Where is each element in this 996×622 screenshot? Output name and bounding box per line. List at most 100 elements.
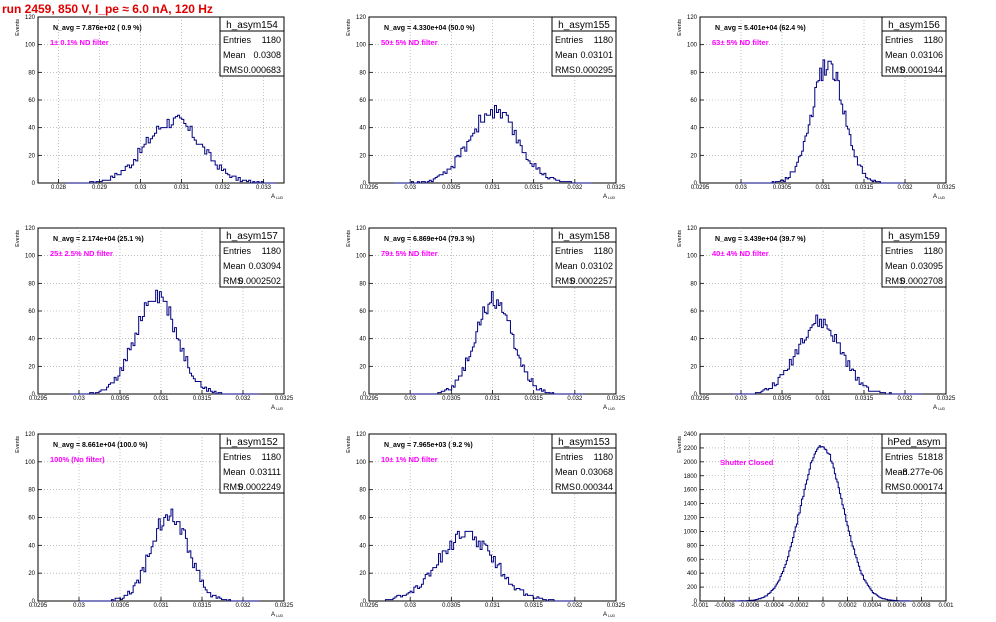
y-tick-label: 80 bbox=[359, 488, 366, 494]
stats-title: h_asym152 bbox=[226, 437, 278, 448]
stats-value-rms: 0.000174 bbox=[905, 482, 943, 492]
histogram-series bbox=[384, 530, 575, 602]
x-tick-label: 0.032 bbox=[567, 396, 583, 402]
stats-key-entries: Entries bbox=[555, 246, 584, 256]
stats-key-mean: Mean bbox=[885, 261, 908, 271]
x-tick-label: 0.0295 bbox=[360, 603, 379, 609]
filter-label: Shutter Closed bbox=[720, 458, 774, 467]
stats-key-mean: Mean bbox=[885, 467, 908, 477]
histogram-series bbox=[66, 114, 276, 184]
y-tick-label: 0 bbox=[363, 181, 367, 187]
x-tick-label: 0.0305 bbox=[773, 185, 792, 191]
run-title: run 2459, 850 V, I_pe ≈ 6.0 nA, 120 Hz bbox=[2, 2, 213, 16]
y-tick-label: 60 bbox=[28, 309, 35, 315]
y-tick-label: 80 bbox=[28, 70, 35, 76]
x-tick-label: 0.03 bbox=[73, 396, 85, 402]
x-tick-label: 0.032 bbox=[567, 185, 583, 191]
y-tick-label: 120 bbox=[687, 15, 698, 21]
y-tick-label: 80 bbox=[690, 281, 697, 287]
y-tick-label: 1600 bbox=[684, 488, 698, 494]
stats-value-entries: 1180 bbox=[262, 452, 281, 462]
y-tick-label: 40 bbox=[359, 126, 366, 132]
stats-title: h_asym158 bbox=[558, 231, 610, 242]
y-axis-title: Events bbox=[677, 230, 683, 247]
stats-key-entries: Entries bbox=[555, 35, 584, 45]
stats-key-entries: Entries bbox=[885, 246, 914, 256]
histogram-panel-hPed_asym: -0.001 -0.0008 -0.0006 -0.0004 -0.0002 0 0.000… bbox=[677, 432, 954, 609]
y-tick-label: 0 bbox=[694, 392, 698, 398]
histogram-series bbox=[79, 508, 260, 602]
filter-label: 1± 0.1% ND filter bbox=[50, 38, 109, 47]
y-tick-label: 40 bbox=[690, 337, 697, 343]
y-axis-title: Events bbox=[677, 19, 683, 36]
stats-box bbox=[881, 433, 947, 494]
x-axis-subscript: LUD bbox=[276, 196, 283, 200]
histogram-series bbox=[410, 291, 584, 395]
x-tick-label: 0.0305 bbox=[442, 185, 461, 191]
y-axis-title: Events bbox=[346, 19, 352, 36]
x-tick-label: 0.031 bbox=[153, 396, 169, 402]
y-axis-title: Events bbox=[15, 230, 21, 247]
x-tick-label: 0.031 bbox=[815, 185, 831, 191]
x-tick-label: 0.001 bbox=[938, 603, 954, 609]
y-tick-label: 80 bbox=[28, 488, 35, 494]
stats-title: hPed_asym bbox=[888, 437, 941, 448]
x-tick-label: 0.032 bbox=[897, 396, 913, 402]
x-tick-label: 0.031 bbox=[815, 396, 831, 402]
stats-title: h_asym154 bbox=[226, 20, 278, 31]
stats-value-rms: 0.000683 bbox=[243, 65, 281, 75]
y-tick-label: 0 bbox=[694, 599, 698, 605]
x-tick-label: 0.0325 bbox=[275, 603, 294, 609]
stats-key-mean: Mean bbox=[555, 467, 578, 477]
y-tick-label: 2200 bbox=[684, 446, 698, 452]
x-axis-title: A bbox=[603, 194, 607, 200]
x-tick-label: 0.03 bbox=[735, 185, 747, 191]
y-axis-title: Events bbox=[346, 436, 352, 453]
histogram-series bbox=[393, 105, 592, 184]
x-tick-label: 0.03 bbox=[135, 185, 147, 191]
histogram-panel-h_asym159: 0.0295 0.03 0.0305 0.031 0.0315 0.032 0.0325 0 2… bbox=[677, 226, 956, 411]
x-tick-label: 0.032 bbox=[235, 396, 251, 402]
y-tick-label: 1400 bbox=[684, 502, 698, 508]
histogram-panel-h_asym158: 0.0295 0.03 0.0305 0.031 0.0315 0.032 0.0325 0 2… bbox=[346, 226, 626, 411]
y-tick-label: 20 bbox=[359, 364, 366, 370]
x-axis-title: A bbox=[603, 405, 607, 411]
x-tick-label: -0.0008 bbox=[714, 603, 735, 609]
n-avg-note: N_avg = 7.876e+02 ( 0.9 %) bbox=[53, 25, 142, 32]
y-tick-label: 60 bbox=[359, 309, 366, 315]
x-tick-label: 0.0295 bbox=[691, 185, 710, 191]
x-axis-subscript: LUD bbox=[608, 196, 615, 200]
x-tick-label: 0 bbox=[821, 603, 825, 609]
y-axis-title: Events bbox=[15, 436, 21, 453]
y-tick-label: 40 bbox=[690, 126, 697, 132]
x-tick-label: 0.0305 bbox=[111, 603, 130, 609]
y-tick-label: 60 bbox=[359, 98, 366, 104]
y-tick-label: 100 bbox=[687, 254, 698, 260]
stats-key-entries: Entries bbox=[223, 35, 252, 45]
stats-title: h_asym157 bbox=[226, 231, 278, 242]
histogram-panel-h_asym155: 0.0295 0.03 0.0305 0.031 0.0315 0.032 0.0325 0 2… bbox=[346, 15, 626, 200]
stats-value-rms: 0.000344 bbox=[575, 482, 613, 492]
y-tick-label: 600 bbox=[687, 557, 698, 563]
histogram-series bbox=[741, 59, 905, 184]
stats-box bbox=[219, 227, 285, 288]
y-tick-label: 0 bbox=[32, 181, 36, 187]
x-axis-subscript: LUD bbox=[938, 407, 945, 411]
stats-value-rms: 0.0002502 bbox=[238, 276, 281, 286]
filter-label: 10± 1% ND filter bbox=[381, 455, 438, 464]
stats-key-rms: RMS bbox=[555, 65, 575, 75]
histogram-panel-h_asym154: 0.028 0.029 0.03 0.031 0.032 0.033 0 20 40 60 80 10… bbox=[15, 15, 285, 200]
x-axis-title: A bbox=[271, 612, 275, 618]
x-tick-label: -0.001 bbox=[691, 603, 709, 609]
stats-value-mean: 0.03068 bbox=[580, 467, 613, 477]
y-tick-label: 400 bbox=[687, 571, 698, 577]
y-tick-label: 1800 bbox=[684, 474, 698, 480]
y-tick-label: 0 bbox=[363, 599, 367, 605]
n-avg-note: N_avg = 6.869e+04 (79.3 %) bbox=[384, 236, 475, 243]
x-axis-subscript: LUD bbox=[276, 407, 283, 411]
x-tick-label: 0.0295 bbox=[360, 396, 379, 402]
x-tick-label: 0.0315 bbox=[524, 603, 543, 609]
stats-key-mean: Mean bbox=[223, 467, 246, 477]
stats-key-rms: RMS bbox=[223, 65, 243, 75]
